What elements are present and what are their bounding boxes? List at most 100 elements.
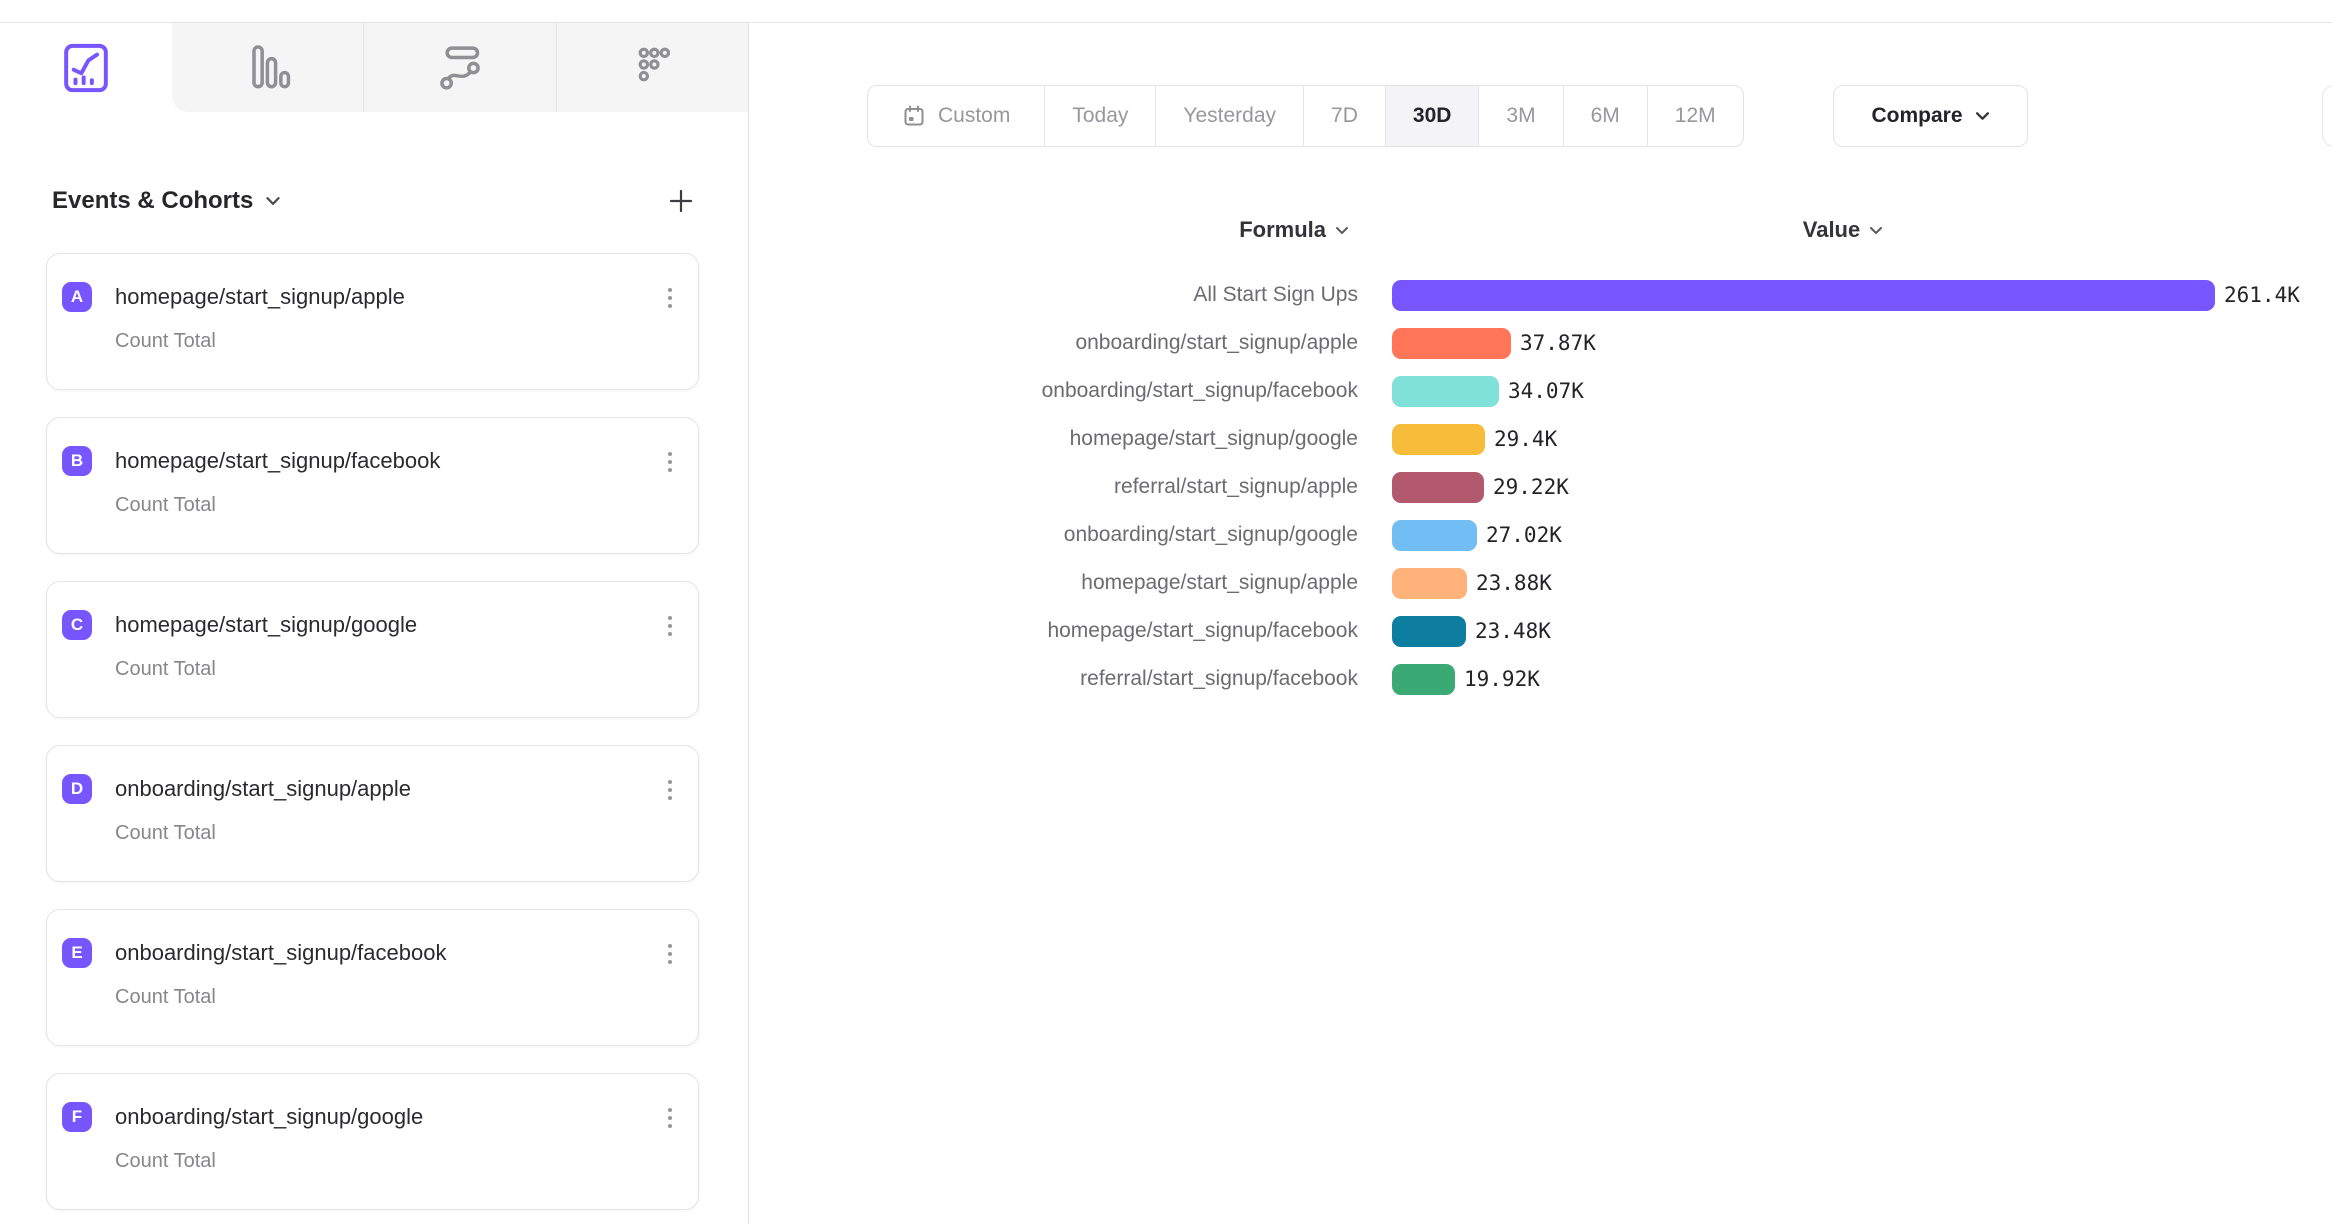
tab-insights-chart[interactable] — [0, 23, 172, 112]
chevron-down-icon — [1336, 226, 1348, 234]
date-option-yesterday[interactable]: Yesterday — [1155, 86, 1303, 146]
date-option-label: Yesterday — [1183, 104, 1277, 127]
top-border — [0, 0, 2332, 23]
inactive-tabs-strip — [172, 23, 748, 112]
formula-column-header[interactable]: Formula — [1189, 212, 1349, 248]
event-metric[interactable]: Count Total — [115, 658, 216, 680]
date-option-label: 30D — [1412, 104, 1452, 127]
date-option-label: 3M — [1506, 104, 1536, 127]
chart-row: referral/start_signup/facebook 19.92K — [749, 655, 2332, 703]
event-badge: E — [62, 938, 92, 968]
date-option-label: Custom — [938, 104, 1011, 127]
events-cohorts-header: Events & Cohorts — [52, 179, 699, 223]
event-metric[interactable]: Count Total — [115, 986, 216, 1008]
chart-row: onboarding/start_signup/facebook 34.07K — [749, 367, 2332, 415]
event-card-list: A homepage/start_signup/apple Count Tota… — [0, 253, 748, 1210]
tab-bar-chart[interactable] — [172, 23, 363, 112]
event-badge: F — [62, 1102, 92, 1132]
chart-row-label: homepage/start_signup/google — [1069, 427, 1358, 450]
chart-row-value: 23.48K — [1475, 619, 1551, 643]
chart-row-value: 261.4K — [2224, 283, 2300, 307]
date-option-12m[interactable]: 12M — [1646, 86, 1743, 146]
date-option-7d[interactable]: 7D — [1303, 86, 1385, 146]
chart-row-value: 29.4K — [1494, 427, 1558, 451]
chart-row-value: 37.87K — [1520, 331, 1596, 355]
chart-bar[interactable] — [1392, 471, 1484, 503]
chart-bar[interactable] — [1392, 663, 1455, 695]
chart-bar[interactable] — [1392, 327, 1511, 359]
event-name: onboarding/start_signup/apple — [115, 776, 412, 801]
chart-row-label: onboarding/start_signup/apple — [1075, 331, 1358, 354]
clipped-toolbar-button[interactable] — [2322, 85, 2332, 147]
chart-bar[interactable] — [1392, 519, 1477, 551]
kebab-menu-icon[interactable] — [664, 448, 676, 476]
event-card-f[interactable]: F onboarding/start_signup/google Count T… — [46, 1073, 699, 1210]
chart-row-value: 23.88K — [1476, 571, 1552, 595]
kebab-menu-icon[interactable] — [664, 776, 676, 804]
event-metric[interactable]: Count Total — [115, 494, 216, 516]
event-card-a[interactable]: A homepage/start_signup/apple Count Tota… — [46, 253, 699, 390]
insights-chart-icon — [58, 40, 114, 96]
date-option-label: 7D — [1331, 104, 1358, 127]
calendar-icon — [902, 104, 926, 128]
date-option-30d-selected[interactable]: 30D — [1384, 86, 1479, 146]
chart-row-label: onboarding/start_signup/facebook — [1041, 379, 1358, 402]
event-card-b[interactable]: B homepage/start_signup/facebook Count T… — [46, 417, 699, 554]
event-name: homepage/start_signup/facebook — [115, 448, 441, 473]
date-option-3m[interactable]: 3M — [1478, 86, 1562, 146]
chart-row-value: 19.92K — [1464, 667, 1540, 691]
event-metric[interactable]: Count Total — [115, 330, 216, 352]
chart-row-label: onboarding/start_signup/google — [1063, 523, 1358, 546]
chart-type-tabbar — [0, 23, 748, 112]
chart-row: onboarding/start_signup/apple 37.87K — [749, 319, 2332, 367]
chart-row: homepage/start_signup/facebook 23.48K — [749, 607, 2332, 655]
event-badge: A — [62, 282, 92, 312]
events-cohorts-title: Events & Cohorts — [52, 187, 254, 214]
kebab-menu-icon[interactable] — [664, 1104, 676, 1132]
date-option-label: 12M — [1674, 104, 1716, 127]
event-metric[interactable]: Count Total — [115, 1150, 216, 1172]
event-name: homepage/start_signup/apple — [115, 284, 405, 309]
date-option-today[interactable]: Today — [1044, 86, 1155, 146]
compare-button[interactable]: Compare — [1833, 85, 2028, 147]
chart-bar[interactable] — [1392, 279, 2215, 311]
tab-metrics[interactable] — [555, 23, 748, 112]
kebab-menu-icon[interactable] — [664, 612, 676, 640]
chart-bar[interactable] — [1392, 615, 1466, 647]
chart-bar[interactable] — [1392, 375, 1499, 407]
kebab-menu-icon[interactable] — [664, 284, 676, 312]
chart-row-label: referral/start_signup/facebook — [1080, 667, 1358, 690]
event-name: onboarding/start_signup/google — [115, 1104, 424, 1129]
event-card-c[interactable]: C homepage/start_signup/google Count Tot… — [46, 581, 699, 718]
date-range-selector: Custom Today Yesterday 7D 30D 3M 6M 12M — [867, 85, 1744, 147]
chart-row-value: 27.02K — [1486, 523, 1562, 547]
event-name: onboarding/start_signup/facebook — [115, 940, 447, 965]
chevron-down-icon — [1975, 112, 1989, 120]
chart-row-value: 29.22K — [1493, 475, 1569, 499]
chart-row-label: All Start Sign Ups — [1193, 283, 1358, 306]
kebab-menu-icon[interactable] — [664, 940, 676, 968]
chevron-down-icon[interactable] — [265, 196, 281, 206]
chart-bar[interactable] — [1392, 567, 1467, 599]
event-badge: C — [62, 610, 92, 640]
chart-row-value: 34.07K — [1508, 379, 1584, 403]
flow-icon — [432, 40, 488, 96]
event-badge: B — [62, 446, 92, 476]
event-card-e[interactable]: E onboarding/start_signup/facebook Count… — [46, 909, 699, 1046]
date-option-custom[interactable]: Custom — [868, 86, 1044, 146]
tab-flow[interactable] — [363, 23, 555, 112]
event-card-d[interactable]: D onboarding/start_signup/apple Count To… — [46, 745, 699, 882]
bar-chart-icon — [240, 40, 296, 96]
chart-row: onboarding/start_signup/google 27.02K — [749, 511, 2332, 559]
report-main-area: Custom Today Yesterday 7D 30D 3M 6M 12M … — [749, 23, 2332, 1224]
formula-header-label: Formula — [1239, 217, 1326, 242]
value-column-header[interactable]: Value — [1763, 212, 1923, 248]
compare-label: Compare — [1871, 104, 1963, 127]
chevron-down-icon — [1870, 226, 1883, 234]
date-option-label: 6M — [1590, 104, 1620, 127]
chart-row-label: homepage/start_signup/facebook — [1047, 619, 1358, 642]
chart-bar[interactable] — [1392, 423, 1485, 455]
add-event-button[interactable] — [663, 183, 699, 219]
date-option-6m[interactable]: 6M — [1562, 86, 1647, 146]
event-metric[interactable]: Count Total — [115, 822, 216, 844]
